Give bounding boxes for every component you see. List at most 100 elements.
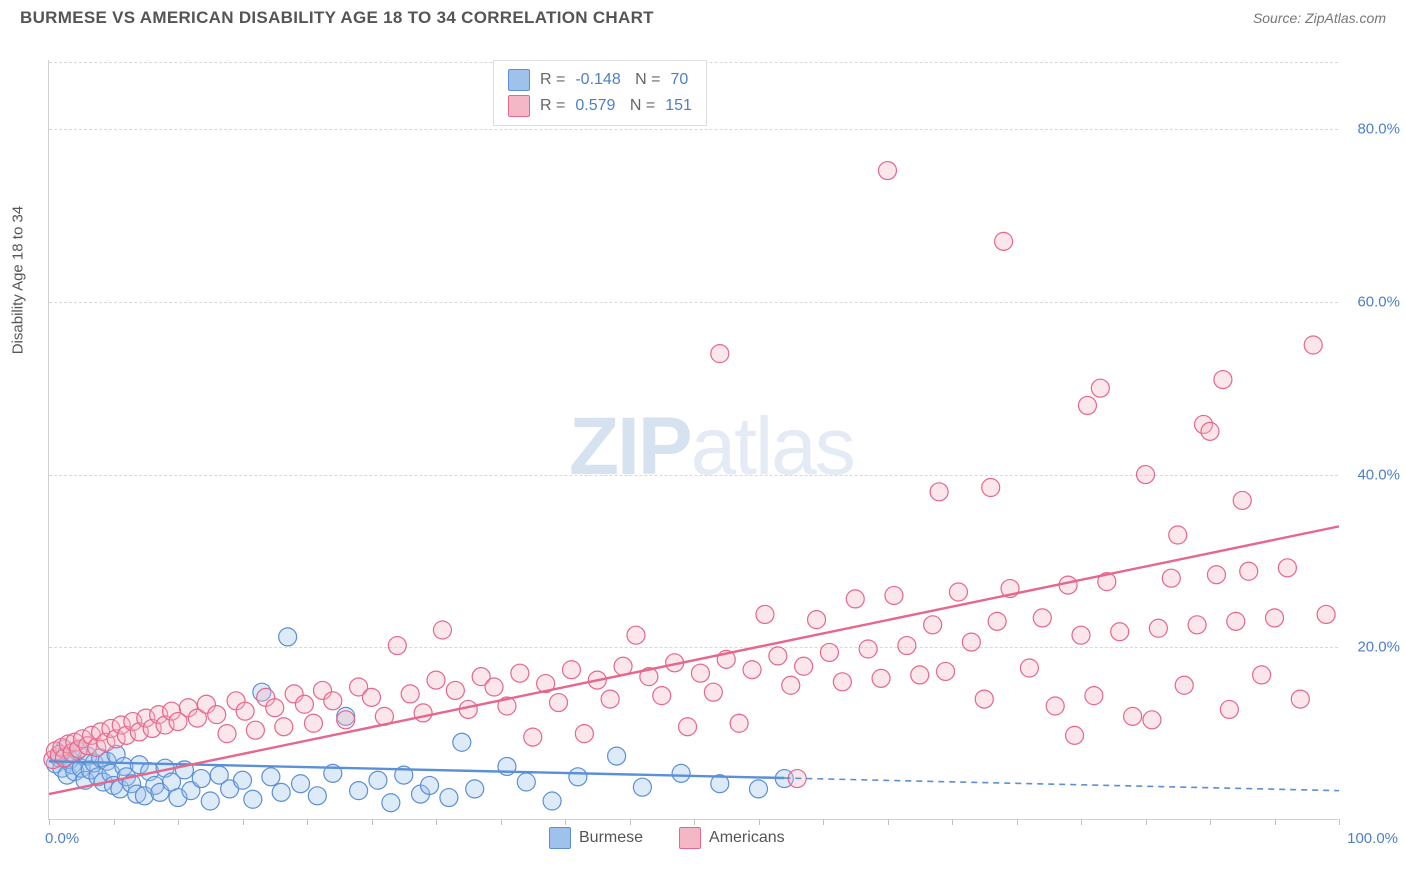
data-point — [988, 612, 1006, 630]
trend-line — [49, 526, 1339, 794]
legend-item-americans: Americans — [679, 827, 785, 849]
data-point — [756, 605, 774, 623]
data-point — [234, 771, 252, 789]
scatter-svg — [49, 60, 1338, 819]
americans-swatch-icon — [508, 95, 530, 117]
data-point — [1207, 566, 1225, 584]
burmese-swatch-icon — [549, 827, 571, 849]
data-point — [1188, 616, 1206, 634]
x-min-label: 0.0% — [45, 830, 79, 847]
legend-n-label: N = — [625, 97, 655, 115]
legend-americans-label: Americans — [709, 829, 785, 847]
plot-area: ZIPatlas 20.0%40.0%60.0%80.0% 0.0% 100.0… — [48, 60, 1338, 820]
data-point — [1085, 687, 1103, 705]
data-point — [275, 718, 293, 736]
data-point — [1046, 697, 1064, 715]
y-axis-title: Disability Age 18 to 34 — [10, 206, 27, 354]
data-point — [1317, 605, 1335, 623]
data-point — [859, 640, 877, 658]
data-point — [879, 162, 897, 180]
data-point — [550, 694, 568, 712]
title-bar: BURMESE VS AMERICAN DISABILITY AGE 18 TO… — [0, 0, 1406, 32]
data-point — [369, 771, 387, 789]
data-point — [679, 718, 697, 736]
legend-item-burmese: Burmese — [549, 827, 643, 849]
data-point — [517, 773, 535, 791]
data-point — [466, 780, 484, 798]
data-point — [672, 764, 690, 782]
data-point — [911, 666, 929, 684]
trend-line-dashed — [784, 778, 1339, 791]
data-point — [511, 664, 529, 682]
data-point — [401, 685, 419, 703]
data-point — [1220, 700, 1238, 718]
data-point — [304, 714, 322, 732]
data-point — [924, 616, 942, 634]
data-point — [308, 787, 326, 805]
data-point — [337, 711, 355, 729]
data-point — [872, 669, 890, 687]
legend-r-label: R = — [540, 97, 565, 115]
data-point — [266, 699, 284, 717]
data-point — [846, 590, 864, 608]
americans-r-value: 0.579 — [575, 97, 615, 115]
data-point — [1304, 336, 1322, 354]
burmese-swatch-icon — [508, 69, 530, 91]
data-point — [246, 721, 264, 739]
data-point — [1033, 609, 1051, 627]
data-point — [750, 780, 768, 798]
legend-row-americans: R = 0.579 N = 151 — [508, 93, 692, 119]
data-point — [1291, 690, 1309, 708]
data-point — [1111, 623, 1129, 641]
data-point — [833, 673, 851, 691]
data-point — [363, 688, 381, 706]
data-point — [820, 643, 838, 661]
data-point — [1169, 526, 1187, 544]
legend-r-label: R = — [540, 71, 565, 89]
data-point — [350, 782, 368, 800]
legend-row-burmese: R = -0.148 N = 70 — [508, 67, 692, 93]
data-point — [382, 794, 400, 812]
data-point — [1162, 569, 1180, 587]
data-point — [208, 706, 226, 724]
data-point — [601, 690, 619, 708]
data-point — [201, 792, 219, 810]
y-tick-label: 20.0% — [1357, 639, 1400, 656]
data-point — [414, 704, 432, 722]
data-point — [633, 778, 651, 796]
data-point — [244, 790, 262, 808]
source-label: Source: ZipAtlas.com — [1253, 10, 1386, 26]
data-point — [653, 687, 671, 705]
data-point — [295, 695, 313, 713]
data-point — [262, 768, 280, 786]
data-point — [324, 692, 342, 710]
data-point — [885, 586, 903, 604]
y-tick-label: 40.0% — [1357, 466, 1400, 483]
series-legend: Burmese Americans — [549, 827, 785, 849]
data-point — [769, 647, 787, 665]
americans-swatch-icon — [679, 827, 701, 849]
data-point — [930, 483, 948, 501]
data-point — [1066, 726, 1084, 744]
burmese-r-value: -0.148 — [575, 71, 620, 89]
data-point — [485, 678, 503, 696]
y-tick-label: 60.0% — [1357, 293, 1400, 310]
data-point — [711, 345, 729, 363]
data-point — [795, 657, 813, 675]
data-point — [995, 232, 1013, 250]
data-point — [962, 633, 980, 651]
data-point — [575, 725, 593, 743]
data-point — [218, 725, 236, 743]
data-point — [1091, 379, 1109, 397]
data-point — [1078, 396, 1096, 414]
data-point — [1266, 609, 1284, 627]
data-point — [1149, 619, 1167, 637]
data-point — [1072, 626, 1090, 644]
data-point — [1175, 676, 1193, 694]
data-point — [192, 770, 210, 788]
americans-n-value: 151 — [665, 97, 692, 115]
data-point — [453, 733, 471, 751]
data-point — [524, 728, 542, 746]
data-point — [388, 637, 406, 655]
data-point — [1020, 659, 1038, 677]
